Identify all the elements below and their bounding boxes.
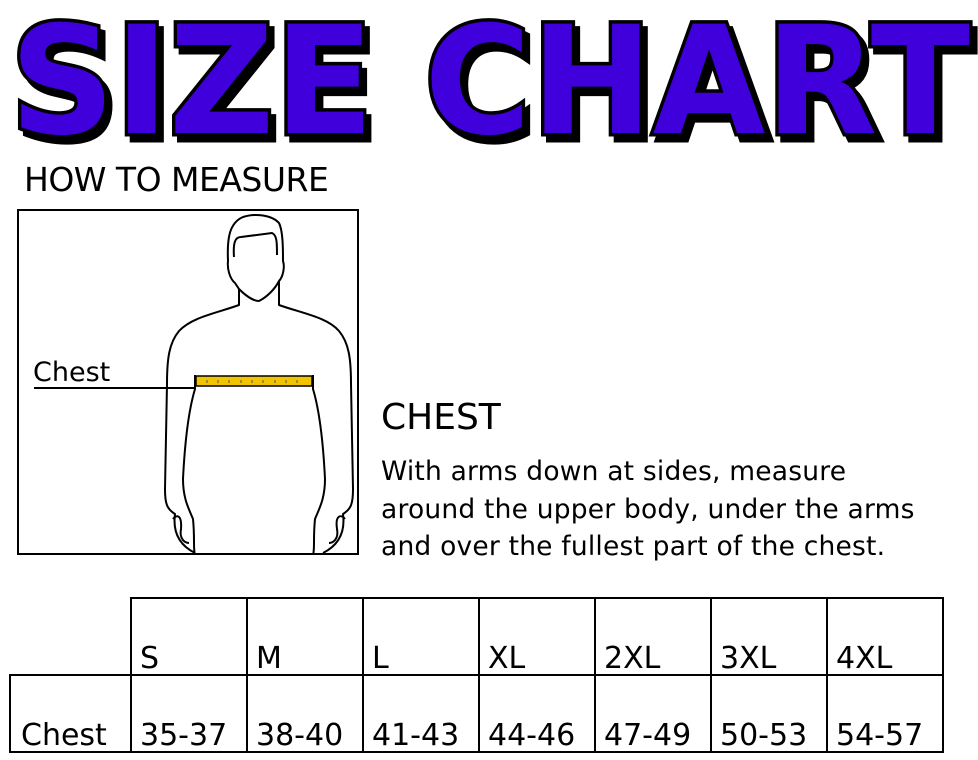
table-cell: 41-43 xyxy=(362,674,480,753)
size-header: M xyxy=(246,597,364,676)
chest-instructions: With arms down at sides, measure around … xyxy=(381,453,978,566)
size-header-row: S M L XL 2XL 3XL 4XL xyxy=(10,597,944,676)
size-table: S M L XL 2XL 3XL 4XL Chest 35-37 38-40 4… xyxy=(9,597,944,753)
table-cell: 44-46 xyxy=(478,674,596,753)
figure-chest-label: Chest xyxy=(33,357,110,388)
table-row: Chest 35-37 38-40 41-43 44-46 47-49 50-5… xyxy=(9,674,944,753)
size-header: L xyxy=(362,597,480,676)
head-outline xyxy=(226,214,285,302)
table-cell: 47-49 xyxy=(594,674,712,753)
table-cell: 54-57 xyxy=(826,674,944,753)
table-cell: 35-37 xyxy=(130,674,248,753)
chest-heading: CHEST xyxy=(381,397,501,438)
size-header: 2XL xyxy=(594,597,712,676)
instruction-line: With arms down at sides, measure xyxy=(381,456,847,487)
title-text: SIZE CHART xyxy=(10,0,970,150)
measurement-figure: Chest xyxy=(17,209,359,555)
table-cell: 38-40 xyxy=(246,674,364,753)
table-cell: 50-53 xyxy=(710,674,828,753)
how-to-measure-heading: HOW TO MEASURE xyxy=(24,160,329,199)
instruction-line: and over the fullest part of the chest. xyxy=(381,531,886,562)
measuring-tape xyxy=(195,375,313,387)
instruction-line: around the upper body, under the arms xyxy=(381,493,915,525)
size-header: XL xyxy=(478,597,596,676)
size-chart-title: SIZE CHART xyxy=(7,0,974,150)
size-header: 3XL xyxy=(710,597,828,676)
size-header: S xyxy=(130,597,248,676)
empty-corner-cell xyxy=(10,598,131,675)
body-outline xyxy=(164,281,354,554)
row-label-chest: Chest xyxy=(9,674,132,753)
size-header: 4XL xyxy=(826,597,944,676)
